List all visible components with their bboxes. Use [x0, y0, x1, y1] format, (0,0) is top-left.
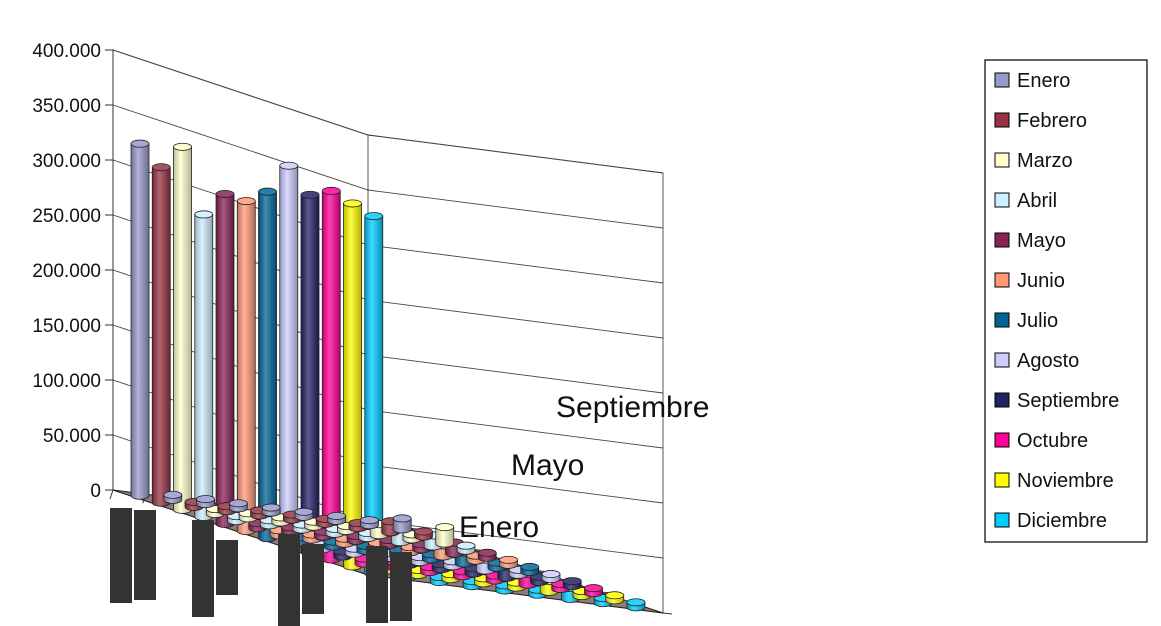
legend-label: Febrero: [1017, 110, 1087, 132]
category-label: [110, 508, 132, 603]
category-axis-labels: [110, 508, 412, 626]
depth-tick-label: Enero: [459, 511, 539, 544]
bar-enero: [294, 507, 314, 521]
category-label: [302, 544, 324, 614]
bar-noviembre: [343, 199, 362, 571]
bar-enero: [163, 490, 183, 504]
bar-octubre: [584, 584, 603, 598]
legend-label: Octubre: [1017, 430, 1088, 452]
bar-marzo: [173, 142, 192, 514]
legend-swatch: [994, 232, 1010, 248]
legend-label: Abril: [1017, 190, 1057, 212]
x-tick-mark: [109, 489, 114, 500]
legend-label: Agosto: [1017, 350, 1079, 372]
y-tick-label: 150.000: [32, 316, 101, 337]
legend-swatch: [994, 472, 1010, 488]
y-tick-label: 250.000: [32, 206, 101, 227]
bar-diciembre: [626, 598, 646, 612]
bar-octubre: [321, 186, 341, 564]
y-tick-label: 350.000: [32, 96, 101, 117]
depth-tick-label: Mayo: [511, 449, 584, 482]
bar-abril: [194, 210, 214, 521]
bar-enero: [130, 139, 150, 500]
legend-swatch: [994, 72, 1010, 88]
legend-swatch: [994, 112, 1010, 128]
bar-julio: [258, 187, 277, 543]
depth-tick-mark: [662, 612, 673, 615]
y-tick-label: 300.000: [32, 151, 101, 172]
y-tick-label: 50.000: [43, 426, 101, 447]
legend-label: Junio: [1017, 270, 1065, 292]
series-axis-labels: Enero Mayo Septiembre: [459, 391, 709, 544]
bar-junio: [499, 555, 518, 569]
bar-enero: [360, 516, 379, 530]
bar-mayo: [477, 548, 497, 562]
bar-agosto: [541, 570, 561, 584]
legend-label: Marzo: [1017, 150, 1073, 172]
y-tick-label: 200.000: [32, 261, 101, 282]
category-label: [278, 534, 300, 626]
y-tick-label: 100.000: [32, 371, 101, 392]
gridline: [112, 49, 664, 174]
bar-enero: [196, 495, 215, 509]
bar-agosto: [279, 161, 299, 550]
legend-swatch: [994, 512, 1010, 528]
legend-label: Enero: [1017, 70, 1070, 92]
legend-swatch: [994, 192, 1010, 208]
legend-swatch: [994, 152, 1010, 168]
legend-swatch: [994, 272, 1010, 288]
bar-abril: [456, 541, 476, 555]
depth-tick-label: Septiembre: [556, 391, 709, 424]
legend-label: Julio: [1017, 310, 1058, 332]
bar-enero: [261, 503, 281, 517]
legend-box: [984, 59, 1148, 543]
gridline: [112, 104, 664, 229]
bar-febrero: [414, 527, 433, 541]
legend: Enero Febrero Marzo Abril Mayo Junio Julio Agos…: [984, 59, 1148, 543]
bar-julio: [520, 562, 540, 576]
bar-enero: [327, 511, 347, 525]
bar-enero: [228, 499, 248, 513]
legend-label: Mayo: [1017, 230, 1066, 252]
y-tick-label: 0: [90, 481, 101, 502]
category-label: [390, 552, 412, 621]
bar-marzo: [435, 523, 455, 548]
legend-swatch: [994, 392, 1010, 408]
bar-mayo: [215, 189, 235, 528]
bar-septiembre: [562, 577, 582, 591]
bar-enero: [392, 514, 412, 534]
legend-swatch: [994, 432, 1010, 448]
bar-septiembre: [300, 190, 320, 557]
y-tick-label: 400.000: [32, 41, 101, 62]
bar-noviembre: [605, 591, 625, 605]
category-label: [366, 546, 388, 623]
legend-swatch: [994, 312, 1010, 328]
legend-label: Diciembre: [1017, 510, 1107, 532]
category-label: [216, 540, 238, 595]
value-axis: 0 50.000 100.000 150.000 200.000 250.000 300.0…: [32, 41, 673, 615]
legend-label: Septiembre: [1017, 390, 1119, 412]
category-label: [192, 520, 214, 617]
category-label: [134, 510, 156, 600]
legend-swatch: [994, 352, 1010, 368]
bar-febrero: [151, 163, 171, 507]
legend-label: Noviembre: [1017, 470, 1114, 492]
bar-junio: [236, 197, 256, 536]
